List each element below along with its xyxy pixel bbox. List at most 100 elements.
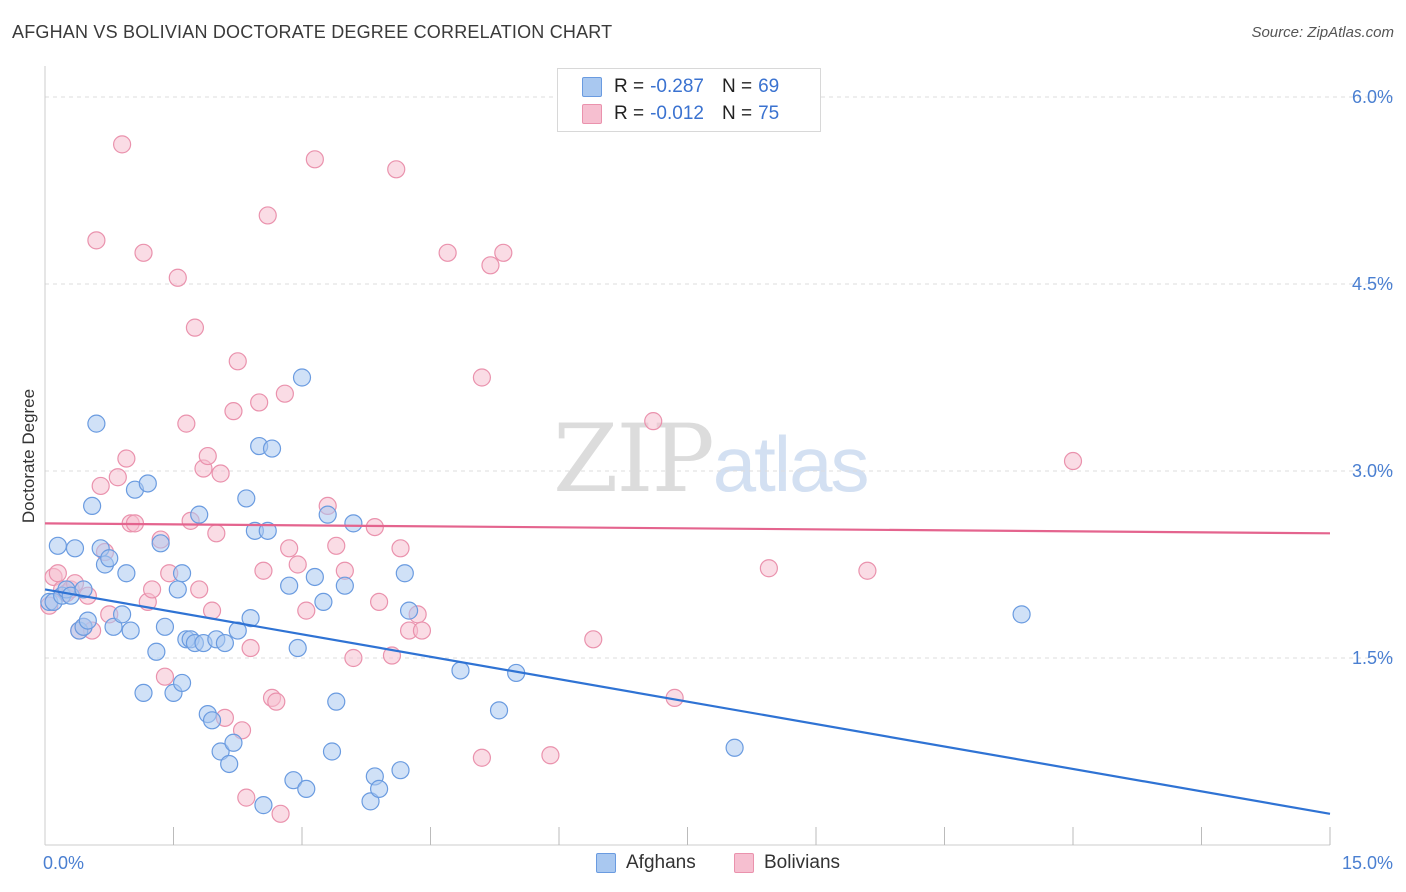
afghan-point (83, 496, 102, 516)
chart-title: AFGHAN VS BOLIVIAN DOCTORATE DEGREE CORR… (12, 22, 613, 42)
bolivian-point (237, 788, 256, 807)
bolivian-point (271, 804, 290, 823)
afghan-point (168, 580, 187, 599)
afghan-point (147, 642, 166, 661)
axes (44, 66, 1331, 846)
bolivian-point (344, 648, 363, 668)
bolivian-point (232, 721, 252, 740)
afghan-point (74, 580, 93, 599)
afghan-point (100, 549, 119, 568)
afghan-point (284, 771, 303, 790)
afghan-point (104, 617, 123, 636)
bolivian-point (91, 476, 110, 496)
afghan-point (297, 779, 316, 799)
afghan-point (391, 761, 410, 780)
afghan-point (151, 534, 170, 553)
bolivian-point (438, 243, 457, 262)
bolivian-point (387, 160, 406, 179)
bolivian-point (472, 748, 491, 767)
bolivian-point (644, 412, 663, 431)
bolivian-point (134, 243, 153, 262)
y-tick-label: 6.0% (1352, 87, 1393, 107)
bolivian-point (297, 601, 316, 620)
n-label: N = (721, 76, 753, 97)
bolivian-point (584, 630, 603, 649)
afghan-point (78, 611, 97, 630)
bolivian-point (185, 318, 205, 337)
afghan-point (451, 661, 470, 680)
n-value: 75 (758, 103, 780, 124)
afghan-point (262, 439, 282, 458)
bolivian-point (391, 539, 410, 558)
afghan-point (138, 474, 157, 493)
n-label: N = (721, 103, 753, 124)
bolivian-point (190, 580, 209, 599)
afghan-point (318, 505, 337, 524)
bolivian-point (254, 561, 273, 580)
bolivian-point (412, 621, 432, 640)
bolivian-point (365, 517, 384, 537)
afghan-point (327, 692, 346, 711)
afghan-point (155, 617, 175, 636)
bolivian-point (241, 638, 260, 658)
bolivian-point (112, 135, 132, 154)
bolivian-point (267, 692, 286, 711)
legend-label-bolivians: Bolivians (764, 852, 841, 873)
afghan-point (65, 539, 85, 558)
bolivian-point (327, 536, 346, 555)
bolivians-trend-line (44, 522, 1331, 535)
afghan-point (305, 567, 324, 587)
source-label: Source: ZipAtlas.com (1251, 24, 1394, 41)
afghan-point (87, 414, 106, 433)
tick-labels: 1.5% 3.0% 4.5% 6.0% 0.0% 15.0% (43, 87, 1393, 873)
grid (45, 96, 1395, 659)
afghan-point (254, 796, 273, 815)
legend-item-afghans[interactable]: Afghans (596, 852, 696, 874)
bolivian-point (305, 150, 324, 169)
y-axis-label: Doctorate Degree (19, 389, 38, 523)
afghan-point (121, 621, 140, 640)
trend-lines (44, 522, 1331, 815)
afghan-point (314, 592, 333, 612)
bolivian-point (258, 206, 277, 225)
afghan-point (361, 792, 380, 811)
watermark-zip: ZIP (553, 405, 715, 514)
afghan-point (237, 489, 256, 508)
afghan-point (224, 733, 243, 752)
afghan-point (134, 683, 153, 703)
r-label: R = (614, 76, 645, 97)
bolivian-point (207, 524, 226, 543)
r-label: R = (614, 103, 645, 124)
afghan-point (370, 779, 389, 799)
bolivian-point (228, 352, 247, 371)
stats-legend: R = -0.287 N = 69 R = -0.012 N = 75 (557, 68, 821, 132)
bolivian-point (494, 243, 513, 262)
y-tick-label: 4.5% (1352, 274, 1393, 294)
bolivian-point (250, 393, 269, 412)
bolivian-point (288, 555, 307, 574)
bolivian-point (117, 449, 136, 468)
y-tick-label: 3.0% (1352, 461, 1393, 481)
afghan-point (1012, 605, 1031, 624)
bolivian-point (198, 446, 217, 466)
afghan-point (117, 564, 136, 583)
bolivian-point (224, 402, 243, 421)
afghan-point (172, 564, 192, 583)
afghans-points (40, 368, 1031, 815)
bolivian-point (108, 468, 127, 487)
afghan-point (344, 514, 363, 533)
bolivians-points (40, 135, 1083, 823)
bolivian-point (370, 592, 389, 612)
bolivian-point (541, 746, 560, 765)
afghan-point (48, 536, 67, 555)
legend-item-bolivians[interactable]: Bolivians (734, 852, 840, 874)
bolivian-point (275, 384, 294, 403)
afghans-swatch (582, 77, 602, 97)
bolivian-point (472, 368, 491, 387)
afghan-point (335, 576, 354, 595)
r-value: -0.287 (650, 76, 704, 97)
bolivian-point (168, 268, 187, 287)
afghan-point (220, 754, 239, 774)
afghan-point (258, 521, 277, 540)
